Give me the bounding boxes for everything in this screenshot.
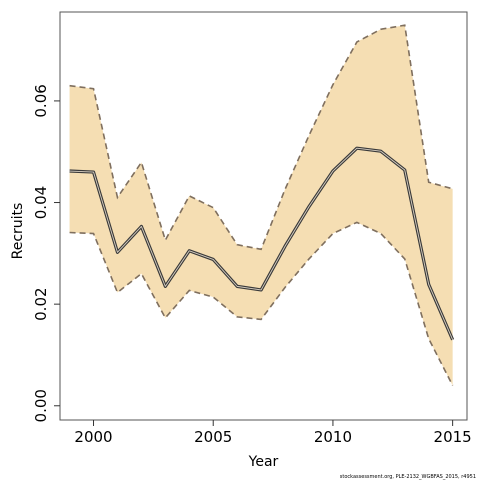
x-tick-label: 2005 — [194, 428, 232, 446]
x-axis: 2000 2005 2010 2015 — [74, 420, 472, 446]
x-axis-title: Year — [248, 454, 279, 470]
plot-frame — [59, 11, 468, 421]
y-axis-title: Recruits — [10, 203, 26, 260]
y-tick-label: 0.00 — [32, 389, 50, 422]
confidence-band-layer — [69, 24, 454, 386]
y-axis: 0.00 0.02 0.04 0.06 — [32, 84, 60, 422]
y-tick-label: 0.04 — [32, 186, 50, 219]
lower-bound-line — [69, 221, 454, 386]
estimate-line-inner — [69, 147, 454, 340]
y-tick-label: 0.02 — [32, 287, 50, 320]
estimate-line-layer — [69, 146, 455, 341]
y-tick-label: 0.06 — [32, 84, 50, 117]
upper-bound-line — [69, 24, 453, 251]
x-tick-label: 2010 — [314, 428, 352, 446]
x-tick-label: 2000 — [74, 428, 112, 446]
confidence-band — [69, 25, 453, 386]
x-tick-label: 2015 — [434, 428, 472, 446]
footer-note: stockassessment.org, PLE-2132_WGBFAS_201… — [340, 474, 476, 480]
